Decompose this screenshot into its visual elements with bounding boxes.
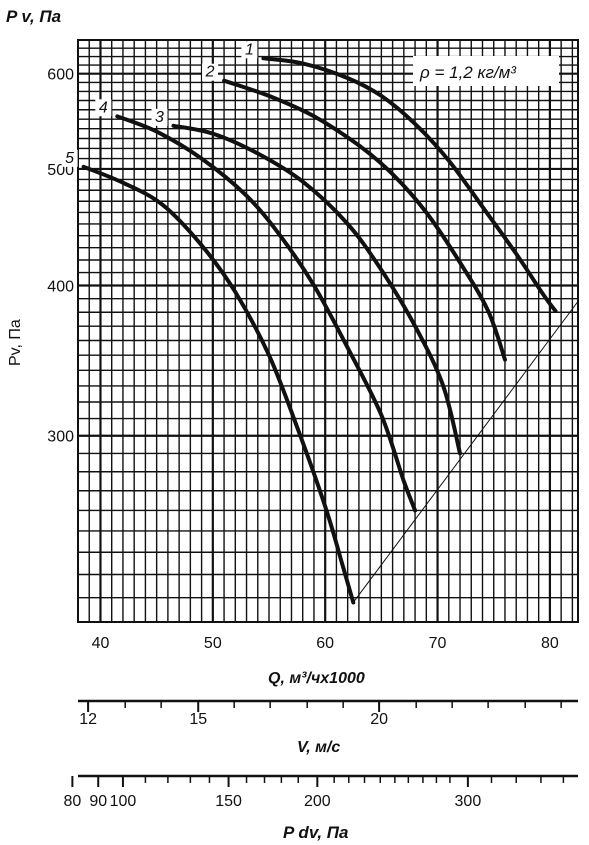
series-labels: 1 2 3 4 5 <box>61 41 258 167</box>
series-curve-2 <box>222 78 507 362</box>
velocity-ticks: 12 15 20 <box>79 701 562 728</box>
top-y-label: P v, Па <box>6 7 61 26</box>
series-curve-5 <box>81 164 356 605</box>
velocity-axis-label: V, м/с <box>297 739 340 756</box>
x-tick-label: 60 <box>316 635 334 652</box>
velocity-tick-label: 20 <box>370 711 388 728</box>
pressure-tick-label: 90 <box>89 793 107 810</box>
pressure-tick-label: 200 <box>304 793 331 810</box>
major-grid <box>78 40 578 622</box>
boundary-line <box>352 301 579 603</box>
x-tick-label: 50 <box>204 635 222 652</box>
series-label-bg <box>151 108 168 126</box>
series-label-bg <box>95 99 112 117</box>
series-curve-1 <box>261 56 558 313</box>
velocity-tick-label: 12 <box>79 711 97 728</box>
grid <box>77 39 578 623</box>
series-curves <box>81 56 558 605</box>
x-tick-labels: 40 50 60 70 80 <box>92 635 559 652</box>
series-label-5: 5 <box>65 150 74 167</box>
y-tick-label: 300 <box>47 429 74 446</box>
dynamic-pressure-axis-label: P dv, Па <box>283 823 348 842</box>
pressure-tick-label: 150 <box>215 793 242 810</box>
dynamic-pressure-ticks: 80 90 100 150 200 300 <box>63 776 565 810</box>
x-tick-label: 40 <box>92 635 110 652</box>
series-label-bg <box>202 63 219 81</box>
pressure-tick-label: 80 <box>63 793 81 810</box>
series-label-2: 2 <box>205 64 215 81</box>
y-tick-label: 600 <box>47 67 74 84</box>
density-note: ρ = 1,2 кг/м³ <box>419 63 517 82</box>
series-label-3: 3 <box>155 109 164 126</box>
series-label-4: 4 <box>99 99 108 116</box>
series-label-bg <box>61 149 78 167</box>
y-tick-label: 400 <box>47 278 74 295</box>
x-tick-label: 80 <box>541 635 559 652</box>
density-note-bg <box>413 56 559 86</box>
pressure-tick-label: 300 <box>455 793 482 810</box>
series-curve-3 <box>171 123 462 456</box>
y-axis-label: Pv, Па <box>7 319 24 366</box>
x-axis-label: Q, м³/чх1000 <box>268 670 365 687</box>
x-tick-label: 70 <box>429 635 447 652</box>
plot-frame <box>77 39 579 623</box>
series-curve-4 <box>115 114 418 513</box>
series-label-bg <box>241 41 258 59</box>
series-label-1: 1 <box>245 41 254 58</box>
pressure-tick-label: 100 <box>110 793 137 810</box>
velocity-tick-label: 15 <box>189 711 207 728</box>
